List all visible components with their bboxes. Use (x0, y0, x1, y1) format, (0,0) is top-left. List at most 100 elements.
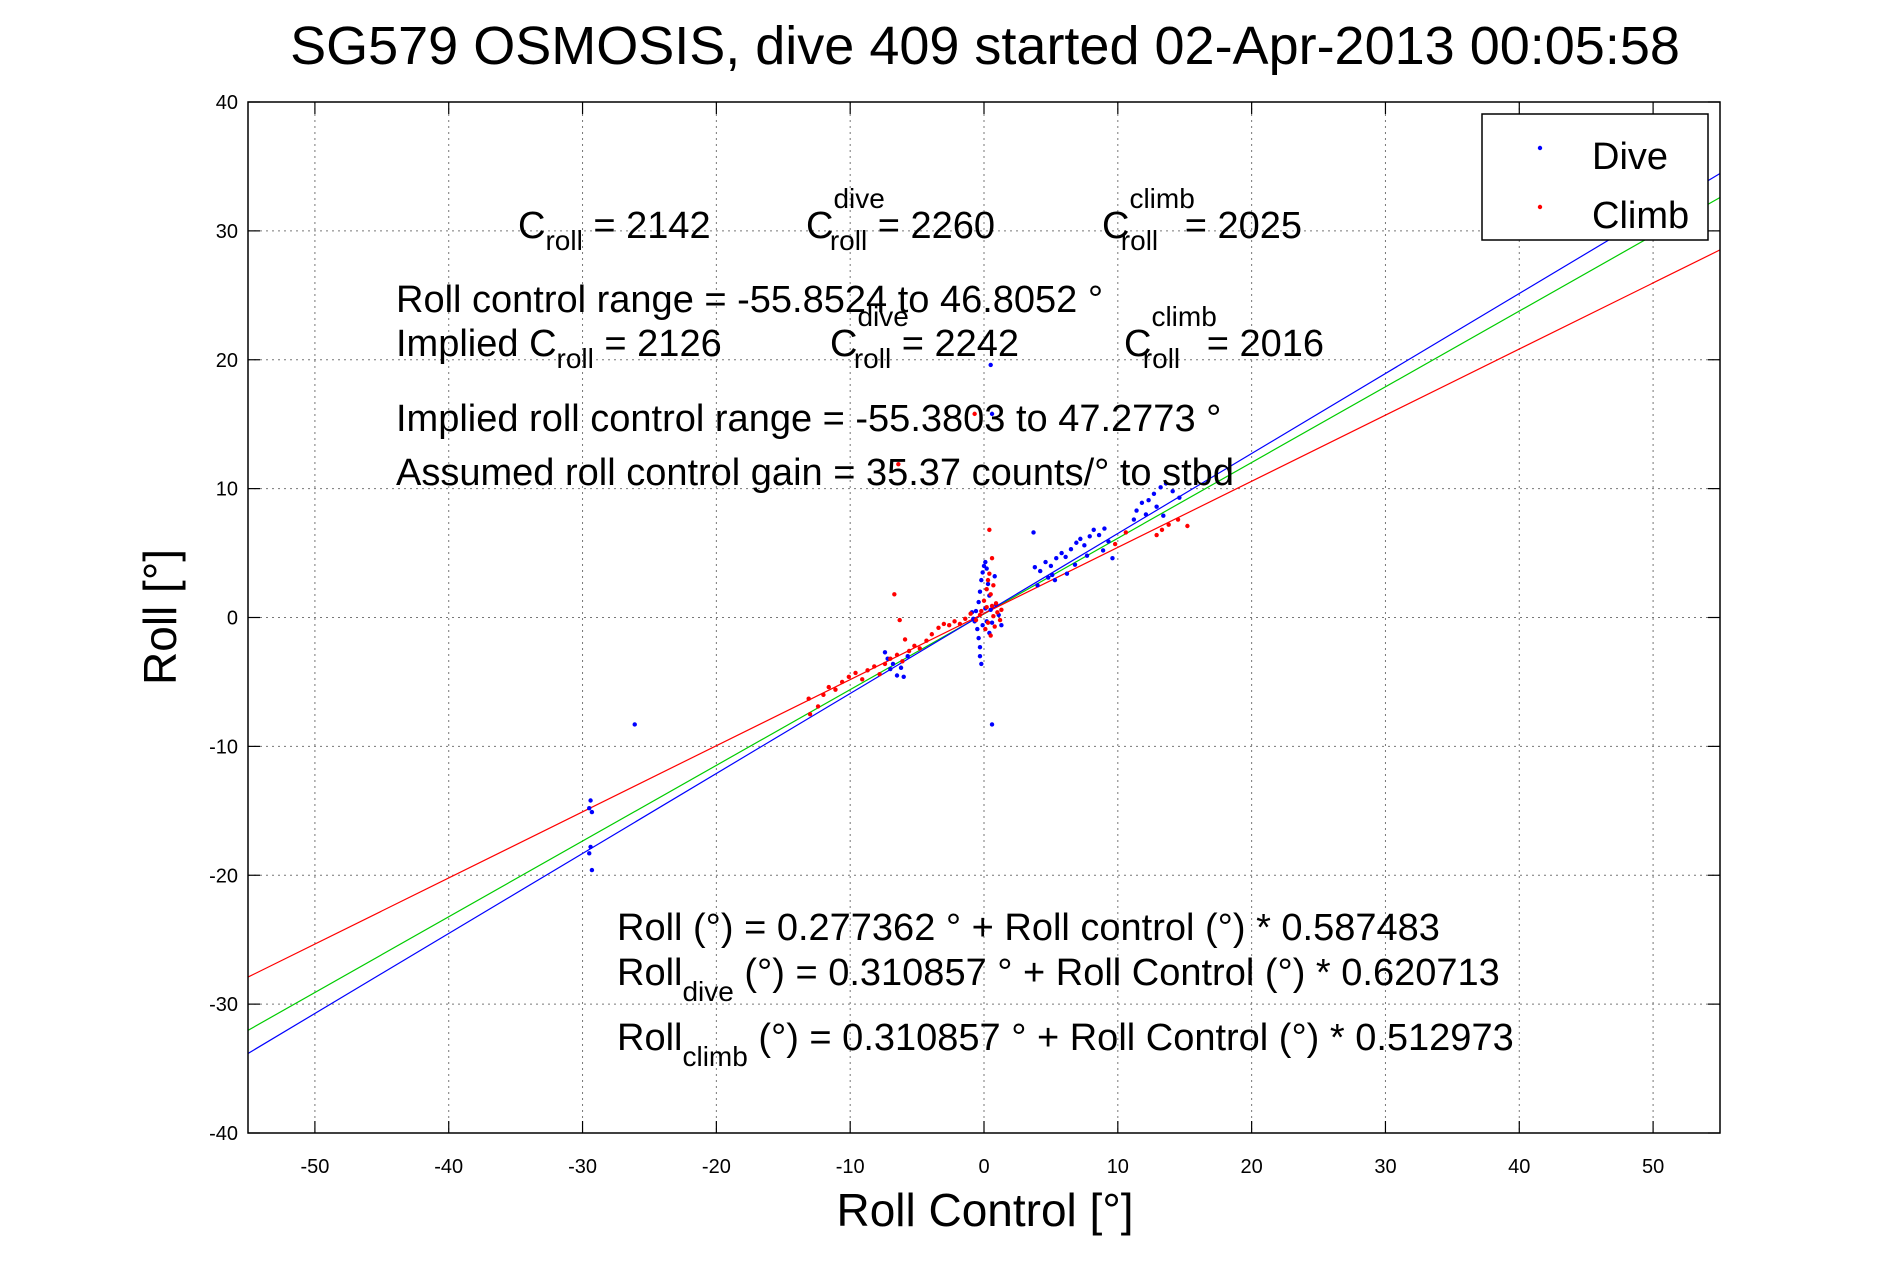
point-dive (977, 644, 983, 650)
x-tick-label: 0 (978, 1156, 989, 1178)
point-dive (901, 674, 906, 679)
point-dive (1031, 530, 1036, 535)
y-tick-label: -40 (209, 1123, 238, 1145)
point-dive (1134, 508, 1139, 513)
point-climb (806, 696, 811, 701)
point-climb (896, 461, 901, 467)
point-climb (929, 632, 935, 637)
point-dive (976, 599, 981, 605)
point-dive (977, 653, 983, 659)
point-dive (587, 851, 592, 856)
y-axis-ticks: 40 30 20 10 0 -10 -20 -30 -40 (209, 92, 1720, 1145)
point-dive (1106, 539, 1111, 544)
point-climb (936, 625, 941, 631)
point-dive (989, 411, 995, 417)
gain-text: Assumed roll control gain = 35.37 counts… (396, 452, 1234, 494)
point-dive (1131, 517, 1137, 522)
legend-box (1481, 113, 1709, 241)
point-dive (992, 574, 997, 579)
point-dive (1100, 548, 1106, 553)
point-dive (983, 559, 988, 565)
point-climb (995, 610, 1000, 615)
point-climb (846, 674, 852, 679)
point-climb (865, 668, 870, 673)
point-dive (989, 722, 995, 727)
point-climb (839, 679, 845, 685)
point-dive (1170, 489, 1175, 494)
point-dive (1048, 563, 1054, 569)
point-dive (975, 626, 980, 632)
equation-all-text: Roll (°) = 0.277362 ° + Roll control (°)… (617, 907, 1440, 949)
point-dive (1046, 575, 1051, 580)
point-climb (973, 617, 979, 623)
x-tick-label: 10 (1107, 1156, 1129, 1178)
point-climb (833, 687, 838, 692)
point-climb (892, 592, 897, 597)
point-dive (1063, 554, 1068, 560)
point-dive (1054, 556, 1059, 561)
point-climb (941, 621, 947, 627)
point-climb (924, 638, 929, 643)
point-dive (979, 577, 984, 583)
implied-c-roll-climb-text: Cclimb roll = 2016 (1124, 301, 1324, 374)
c-roll-climb-text: Cclimb roll = 2025 (1102, 183, 1302, 256)
point-climb (888, 656, 893, 661)
x-tick-label: 50 (1642, 1156, 1664, 1178)
point-dive (632, 722, 637, 727)
point-climb (987, 527, 992, 533)
point-dive (888, 666, 893, 672)
point-climb (1154, 532, 1159, 538)
point-dive (1043, 559, 1048, 565)
point-dive (1059, 550, 1064, 556)
point-dive (588, 844, 593, 850)
point-climb (894, 652, 900, 658)
point-climb (947, 623, 952, 628)
point-climb (877, 672, 882, 677)
point-climb (821, 692, 826, 698)
legend-label-climb: Climb (1592, 195, 1689, 237)
implied-c-roll-dive-text: Cdive roll = 2242 (830, 301, 1019, 374)
point-climb (999, 607, 1004, 612)
y-tick-label: -10 (209, 736, 238, 758)
point-dive (1096, 532, 1102, 538)
point-dive (1091, 527, 1096, 533)
legend-label-dive: Dive (1592, 136, 1668, 178)
y-axis-label: Roll [°] (134, 549, 186, 685)
x-tick-label: -50 (300, 1156, 329, 1178)
fit-lines (247, 173, 1721, 1054)
point-dive (1064, 571, 1070, 576)
point-dive (589, 809, 595, 815)
legend: Dive Climb (1481, 113, 1709, 241)
point-dive (1087, 534, 1092, 539)
y-tick-label: 20 (216, 350, 238, 372)
point-dive (1032, 565, 1038, 570)
point-dive (588, 798, 593, 803)
point-climb (972, 411, 977, 417)
point-dive (1158, 485, 1163, 490)
point-dive (898, 665, 904, 670)
x-axis-ticks: -50 -40 -30 -20 -10 0 10 20 30 40 50 (300, 102, 1664, 1178)
point-climb (807, 711, 813, 717)
legend-marker-climb (1537, 204, 1543, 210)
point-climb (1123, 530, 1129, 535)
point-climb (815, 704, 821, 709)
point-dive (984, 566, 989, 571)
point-climb (917, 646, 922, 651)
x-tick-label: -40 (434, 1156, 463, 1178)
y-tick-label: 10 (216, 479, 238, 501)
point-dive (988, 607, 993, 612)
point-climb (897, 617, 902, 623)
point-dive (882, 650, 888, 655)
point-climb (991, 583, 996, 588)
legend-marker-dive (1537, 145, 1543, 151)
point-dive (1078, 536, 1083, 542)
point-climb (983, 626, 988, 632)
point-climb (968, 611, 973, 616)
y-tick-label: 0 (227, 608, 238, 630)
chart-title: SG579 OSMOSIS, dive 409 started 02-Apr-2… (290, 16, 1680, 76)
point-dive (980, 623, 985, 628)
c-roll-text: Croll = 2142 (518, 205, 711, 256)
point-climb (1159, 527, 1165, 533)
equation-climb-text: Rollclimb (°) = 0.310857 ° + Roll Contro… (617, 1017, 1514, 1072)
point-climb (826, 684, 831, 690)
